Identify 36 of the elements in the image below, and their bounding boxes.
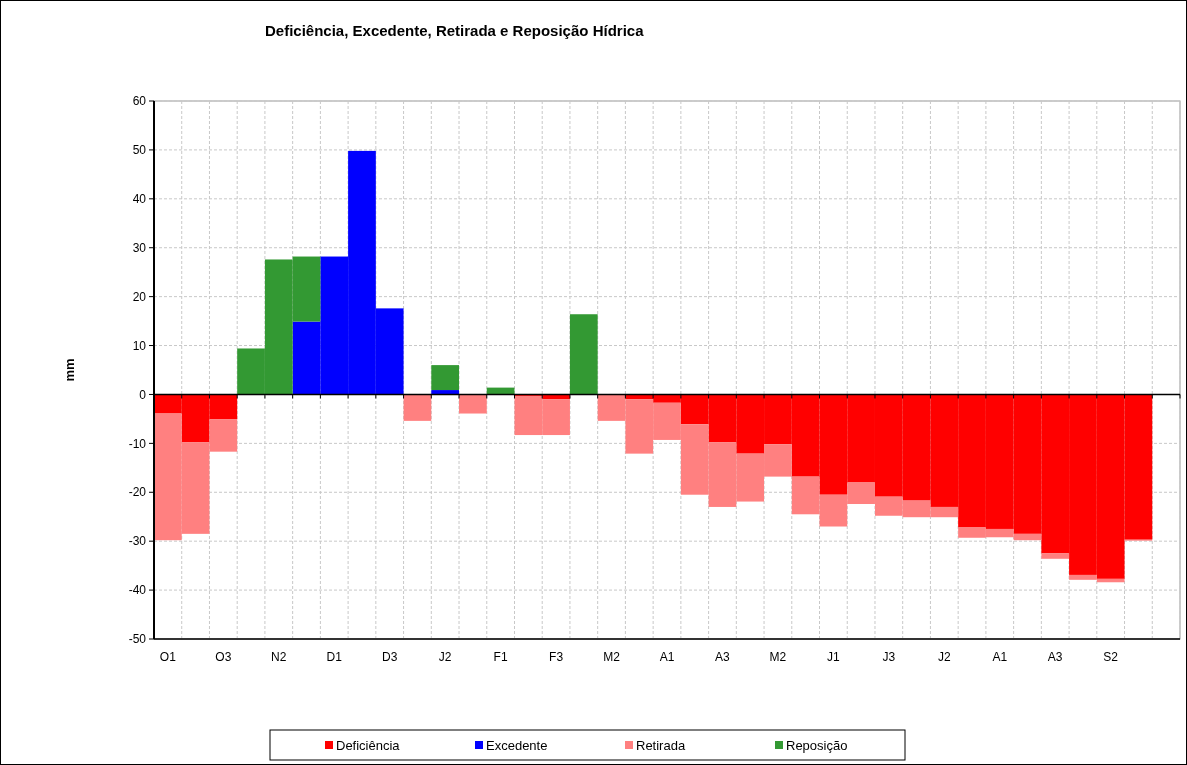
- legend-label: Deficiência: [336, 737, 401, 753]
- y-tick-label: 20: [132, 289, 147, 304]
- y-axis-title: mm: [62, 358, 77, 382]
- y-tick-label: -20: [128, 485, 147, 500]
- y-tick-label: -30: [128, 534, 147, 549]
- x-tick-label: S2: [1103, 650, 1119, 664]
- x-tick-label: N2: [271, 650, 287, 664]
- y-tick-label: -40: [128, 583, 147, 598]
- legend-label: Retirada: [636, 737, 686, 753]
- chart-title: Deficiência, Excedente, Retirada e Reposição Hídrica: [265, 22, 645, 39]
- y-tick-label: 30: [132, 240, 147, 255]
- legend-label: Reposição: [786, 737, 848, 753]
- x-tick-label: A1: [992, 650, 1008, 664]
- y-tick-label: 10: [132, 338, 147, 353]
- x-tick-label: D3: [382, 650, 398, 664]
- x-tick-label: J2: [937, 650, 951, 664]
- x-tick-label: F1: [493, 650, 508, 664]
- x-tick-label: A1: [659, 650, 675, 664]
- y-tick-label: 0: [139, 387, 147, 402]
- x-tick-label: A3: [715, 650, 731, 664]
- x-tick-label: J3: [882, 650, 896, 664]
- x-tick-label: F3: [549, 650, 564, 664]
- y-tick-label: -10: [128, 436, 147, 451]
- y-tick-label: 50: [132, 143, 147, 158]
- x-tick-label: J1: [827, 650, 841, 664]
- y-tick-label: 40: [132, 192, 147, 207]
- x-tick-label: J2: [438, 650, 452, 664]
- x-tick-label: A3: [1047, 650, 1063, 664]
- x-tick-label: O3: [215, 650, 232, 664]
- x-tick-label: D1: [326, 650, 343, 664]
- x-tick-label: O1: [159, 650, 177, 664]
- y-tick-label: 60: [132, 94, 147, 109]
- x-tick-label: M2: [769, 650, 787, 664]
- x-tick-label: M2: [603, 650, 621, 664]
- legend-label: Excedente: [486, 737, 548, 753]
- y-tick-label: -50: [128, 632, 147, 647]
